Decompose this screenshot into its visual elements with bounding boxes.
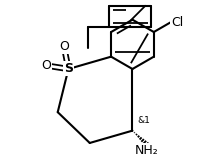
Text: NH₂: NH₂	[135, 144, 159, 157]
Text: &1: &1	[137, 116, 150, 125]
Text: O: O	[59, 40, 69, 53]
Text: Cl: Cl	[171, 16, 183, 29]
Text: O: O	[41, 59, 51, 72]
Text: S: S	[64, 62, 73, 75]
